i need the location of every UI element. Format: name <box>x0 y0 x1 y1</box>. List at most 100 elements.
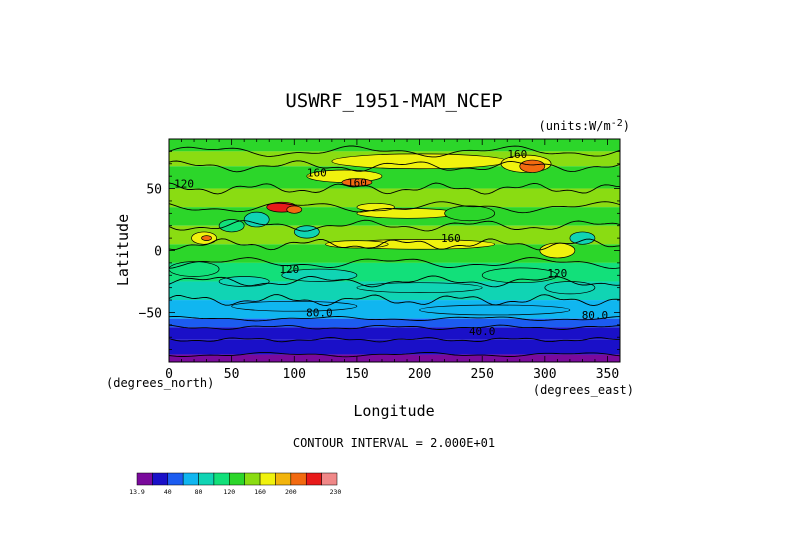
colorbar-label: 200 <box>285 488 297 496</box>
x-tick-label: 350 <box>596 367 619 382</box>
units-superscript: -2 <box>611 118 623 129</box>
colorbar-label: 120 <box>223 488 235 496</box>
region-patch <box>218 219 245 233</box>
colorbar-label: 160 <box>254 488 266 496</box>
contour-label: 40.0 <box>469 325 496 338</box>
colorbar-swatch <box>290 472 307 486</box>
contour-line <box>169 324 620 330</box>
colorbar-swatch <box>182 472 199 486</box>
x-tick-label: 100 <box>283 367 306 382</box>
contour-line <box>169 201 620 214</box>
frame-ticks <box>168 138 621 363</box>
colorbar-swatch <box>229 472 245 486</box>
contour-line <box>169 145 620 158</box>
units-prefix: (units:W/m <box>538 119 610 133</box>
colorbar-labels: 13.9 40 80 120 160 200 230 <box>129 488 341 496</box>
colorbar <box>136 472 338 486</box>
contour-label: 80.0 <box>306 306 333 319</box>
x-tick-label: 300 <box>533 367 556 382</box>
colorbar-label: 40 <box>164 488 172 496</box>
x-tick-label: 200 <box>408 367 431 382</box>
latitude-band <box>169 225 620 245</box>
x-tick-label: 0 <box>165 367 173 382</box>
contour-line <box>169 351 620 358</box>
colorbar-swatch <box>136 472 153 486</box>
y-tick-label: 0 <box>154 245 162 260</box>
region-patch <box>544 281 596 295</box>
contour-label: 160 <box>307 166 327 179</box>
colorbar-swatch <box>321 472 338 486</box>
colorbar-swatch <box>152 472 169 486</box>
region-patch <box>281 268 358 282</box>
x-tick-label: 150 <box>345 367 368 382</box>
colorbar-swatch <box>244 472 261 486</box>
contour-label: 160 <box>507 148 527 161</box>
region-patch <box>325 240 389 249</box>
contour-line <box>169 160 620 173</box>
region-patch <box>286 205 303 214</box>
contour-line <box>169 275 620 288</box>
latitude-band <box>169 166 620 189</box>
contour-line <box>169 238 620 251</box>
y-tick-label: 50 <box>146 183 162 198</box>
contour-label: 160 <box>441 232 461 245</box>
x-axis-label: Longitude <box>353 402 434 420</box>
latitude-band <box>169 318 620 328</box>
region-patch <box>169 261 220 277</box>
region-patch <box>218 276 270 287</box>
x-tick-label: 50 <box>224 367 240 382</box>
x-tick-label: 250 <box>470 367 493 382</box>
colorbar-swatch <box>275 472 292 486</box>
y-tick-label: −50 <box>139 306 162 321</box>
region-patch <box>243 211 270 228</box>
x-tick-labels: 0 50 100 150 200 250 300 350 <box>165 367 619 382</box>
region-patch <box>293 225 320 239</box>
colorbar-label: 80 <box>195 488 203 496</box>
latitude-band <box>169 327 620 340</box>
latitude-band <box>169 244 620 263</box>
latitude-band <box>169 339 620 355</box>
region-patch <box>331 153 508 170</box>
colorbar-swatch <box>259 472 276 486</box>
region-patch <box>481 267 558 284</box>
region-patch <box>519 159 546 173</box>
units-suffix: ) <box>623 119 630 133</box>
contour-label-layer: 160 160 160 120 160 120 120 80.0 80.0 40.0 <box>174 148 608 338</box>
colorbar-swatch <box>305 472 322 486</box>
y-tick-labels: 50 0 −50 <box>139 183 162 322</box>
heatmap-field <box>169 139 620 362</box>
region-patch <box>341 178 373 187</box>
colorbar-swatch <box>213 472 230 486</box>
latitude-band <box>169 139 620 152</box>
region-patch <box>231 300 358 312</box>
contour-line <box>169 182 620 195</box>
latitude-band <box>169 188 620 208</box>
contour-label: 120 <box>174 178 194 191</box>
contour-label: 80.0 <box>582 309 609 322</box>
region-patch <box>356 282 483 293</box>
x-axis-unit: (degrees_east) <box>533 383 634 397</box>
y-axis-label: Latitude <box>114 214 132 286</box>
colorbar-swatch <box>198 472 215 486</box>
region-patch <box>569 231 596 245</box>
x-axis-note: (degrees_north) <box>106 376 214 390</box>
region-patch <box>444 205 496 222</box>
chart-title: USWRF_1951-MAM_NCEP <box>285 90 502 112</box>
contour-line <box>169 219 620 232</box>
contour-line <box>169 337 620 343</box>
colorbar-label: 13.9 <box>129 488 145 496</box>
contour-line <box>169 294 620 307</box>
contour-line <box>169 257 620 269</box>
latitude-band <box>169 354 620 362</box>
region-patch <box>201 235 212 241</box>
colorbar-swatch <box>167 472 184 486</box>
contour-label: 120 <box>547 267 567 280</box>
colorbar-label: 230 <box>330 488 342 496</box>
contour-label: 160 <box>347 176 367 189</box>
contour-line <box>169 316 620 322</box>
region-patch <box>539 242 576 259</box>
chart-units: (units:W/m-2) <box>538 118 630 133</box>
region-patch <box>419 304 571 316</box>
contour-interval-note: CONTOUR INTERVAL = 2.000E+01 <box>293 436 495 450</box>
